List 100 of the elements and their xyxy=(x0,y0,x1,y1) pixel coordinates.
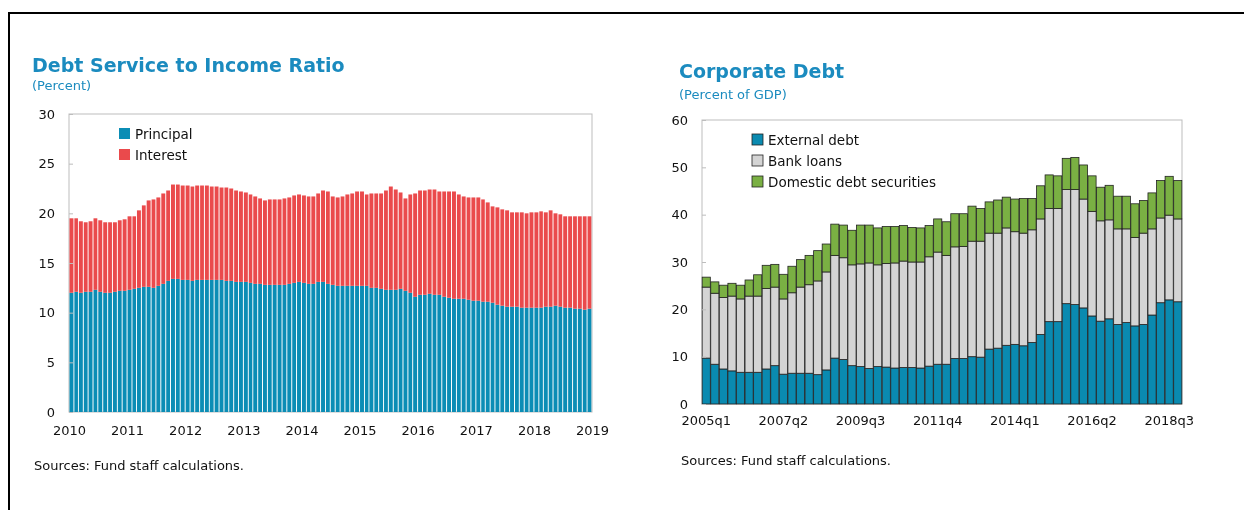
legend-label: External debt xyxy=(768,132,860,148)
bar xyxy=(132,288,137,412)
bar xyxy=(582,216,587,310)
bar xyxy=(471,300,476,412)
bar xyxy=(98,291,103,412)
y-tick-label: 20 xyxy=(38,205,55,221)
x-tick-label: 2018q3 xyxy=(1144,413,1194,429)
bar xyxy=(461,298,466,412)
bar xyxy=(88,291,93,412)
y-tick-label: 30 xyxy=(671,254,688,270)
bar xyxy=(485,301,490,412)
bar xyxy=(156,197,161,286)
bar xyxy=(427,293,432,412)
bar xyxy=(558,214,563,307)
bar xyxy=(529,307,534,412)
bar xyxy=(301,282,306,412)
bar xyxy=(224,280,229,412)
source-note: Sources: Fund staff calculations. xyxy=(681,453,891,468)
bar xyxy=(524,213,529,308)
bar xyxy=(437,294,442,412)
x-tick-label: 2005q1 xyxy=(681,413,732,429)
y-tick-label: 20 xyxy=(671,301,688,317)
legend-label: Domestic debt securities xyxy=(768,174,936,190)
bar xyxy=(127,289,132,412)
legend-label: Interest xyxy=(135,147,188,163)
x-tick-label: 2016q2 xyxy=(1067,413,1117,429)
bar xyxy=(253,283,258,412)
chart-subtitle: (Percent of GDP) xyxy=(679,87,787,102)
bar xyxy=(69,292,74,412)
y-tick-label: 10 xyxy=(671,349,688,365)
bar xyxy=(127,216,132,290)
bar xyxy=(301,195,306,283)
x-tick-label: 2009q3 xyxy=(835,413,886,429)
bar xyxy=(277,199,282,285)
y-tick-label: 60 xyxy=(671,112,688,128)
bar xyxy=(335,285,340,412)
x-tick-label: 2016 xyxy=(401,423,435,439)
y-tick-label: 0 xyxy=(46,404,55,420)
chart-subtitle: (Percent) xyxy=(32,78,92,93)
bar xyxy=(471,197,476,301)
x-tick-label: 2013 xyxy=(227,423,261,439)
chart-title: Debt Service to Income Ratio xyxy=(32,54,345,76)
bar xyxy=(156,285,161,412)
bar xyxy=(495,304,500,412)
legend-label: Principal xyxy=(135,126,193,142)
bar xyxy=(195,279,200,412)
y-tick-label: 30 xyxy=(38,106,55,122)
bar xyxy=(582,309,587,412)
y-tick-label: 25 xyxy=(38,156,55,172)
y-tick-label: 15 xyxy=(38,255,55,271)
x-tick-label: 2011 xyxy=(111,423,145,439)
bar xyxy=(253,196,258,284)
bar xyxy=(185,279,190,412)
bar xyxy=(287,197,292,284)
x-tick-label: 2012 xyxy=(169,423,203,439)
x-tick-label: 2007q2 xyxy=(758,413,809,429)
y-tick-label: 10 xyxy=(38,305,55,321)
bar xyxy=(485,202,490,302)
x-tick-label: 2014q1 xyxy=(990,413,1040,429)
source-note: Sources: Fund staff calculations. xyxy=(34,458,244,473)
bar xyxy=(146,200,151,287)
bar xyxy=(437,191,442,295)
y-tick-label: 50 xyxy=(671,159,688,175)
bar xyxy=(529,212,534,308)
bar xyxy=(277,284,282,412)
bar xyxy=(185,185,190,280)
bar xyxy=(369,193,374,288)
bar xyxy=(243,281,248,412)
bar xyxy=(393,289,398,412)
bar xyxy=(243,192,248,282)
x-tick-label: 2014 xyxy=(285,423,319,439)
legend-label: Bank loans xyxy=(768,153,843,169)
bar xyxy=(369,287,374,412)
bar xyxy=(88,221,93,292)
bar xyxy=(146,286,151,412)
x-tick-label: 2010 xyxy=(52,423,87,439)
bar xyxy=(214,279,219,412)
x-tick-label: 2018 xyxy=(517,423,551,439)
bar xyxy=(98,220,103,292)
y-tick-label: 40 xyxy=(671,207,688,223)
bar xyxy=(461,196,466,299)
bar xyxy=(427,189,432,294)
bar xyxy=(69,218,74,293)
bar xyxy=(393,189,398,290)
bar xyxy=(311,196,316,284)
x-tick-label: 2017 xyxy=(459,423,493,439)
bar xyxy=(403,290,408,412)
chart-title: Corporate Debt xyxy=(679,60,845,82)
x-tick-label: 2011q4 xyxy=(912,413,963,429)
bar xyxy=(195,185,200,280)
bar xyxy=(214,186,219,280)
bar xyxy=(335,197,340,286)
bar xyxy=(558,306,563,412)
bar xyxy=(311,283,316,412)
y-tick-label: 5 xyxy=(46,354,55,370)
bar xyxy=(345,194,350,286)
bar xyxy=(345,285,350,412)
bar xyxy=(287,283,292,412)
x-tick-label: 2015 xyxy=(343,423,377,439)
bar xyxy=(524,307,529,412)
